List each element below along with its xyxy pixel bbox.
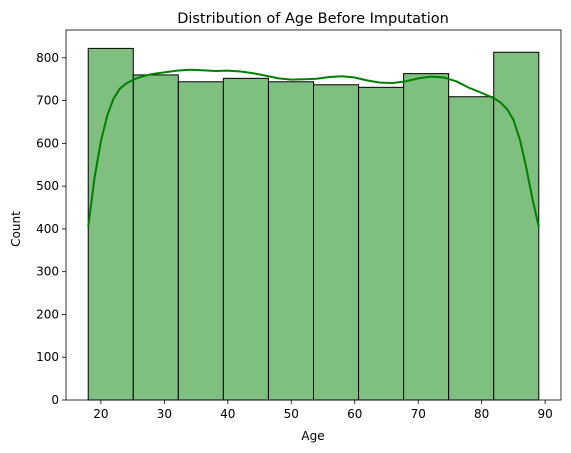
x-tick-label: 60 <box>347 407 362 421</box>
x-tick-label: 80 <box>474 407 489 421</box>
histogram-bar <box>448 96 495 401</box>
y-tick-label: 800 <box>36 51 59 65</box>
y-tick-label: 300 <box>36 265 59 279</box>
x-axis-ticks: 20 30 40 50 60 70 80 90 <box>93 400 553 421</box>
x-tick-label: 90 <box>537 407 552 421</box>
y-tick-label: 600 <box>36 136 59 150</box>
histogram-bar <box>267 81 315 401</box>
x-tick-label: 70 <box>411 407 426 421</box>
chart-title: Distribution of Age Before Imputation <box>177 11 449 27</box>
histogram-bar <box>493 51 540 401</box>
y-tick-label: 200 <box>36 307 59 321</box>
histogram-bar <box>358 86 405 401</box>
y-tick-label: 0 <box>51 393 59 407</box>
histogram-bar <box>132 74 179 401</box>
x-tick-label: 30 <box>157 407 172 421</box>
kde-line <box>87 68 540 227</box>
x-tick-label: 50 <box>284 407 299 421</box>
plot-frame <box>65 29 562 401</box>
y-axis-ticks: 0 100 200 300 400 500 600 700 800 <box>36 51 66 407</box>
histogram-bar <box>313 84 360 401</box>
histogram-bar <box>403 73 450 401</box>
histogram-bar <box>177 81 224 401</box>
histogram-bar <box>222 77 269 401</box>
x-axis-label: Age <box>301 429 324 443</box>
x-tick-label: 40 <box>220 407 235 421</box>
x-tick-label: 20 <box>93 407 108 421</box>
histogram-bar <box>87 47 134 401</box>
y-axis-label: Count <box>9 211 23 247</box>
y-tick-label: 500 <box>36 179 59 193</box>
y-tick-label: 700 <box>36 94 59 108</box>
y-tick-label: 400 <box>36 222 59 236</box>
bars-group <box>87 47 540 401</box>
y-tick-label: 100 <box>36 350 59 364</box>
